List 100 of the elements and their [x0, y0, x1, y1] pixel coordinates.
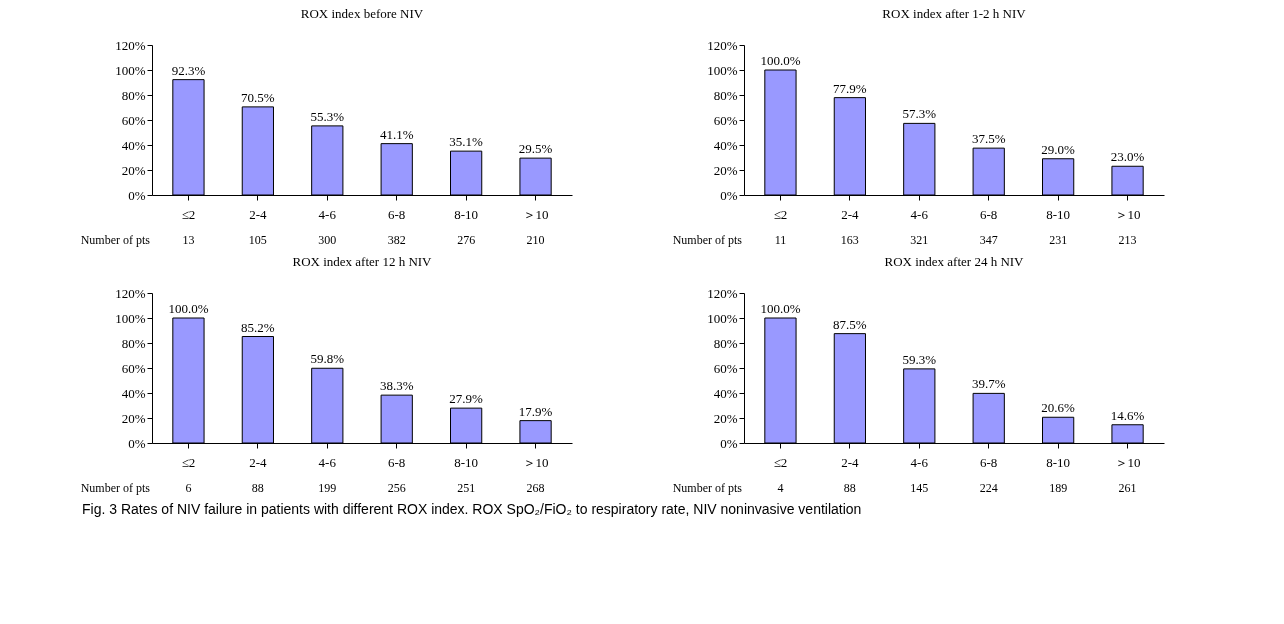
- x-tick-label: 4-6: [910, 206, 929, 222]
- text: 4: [777, 481, 784, 495]
- y-tick-label: 40%: [713, 137, 738, 153]
- y-tick-label: 0%: [128, 187, 146, 203]
- x-tick-label: 2-4: [841, 454, 860, 470]
- data-label: 37.5%: [971, 131, 1006, 147]
- x-tick-label: ＞10: [522, 206, 549, 222]
- text: 199: [318, 481, 337, 495]
- y-tick-label: 60%: [713, 360, 738, 376]
- text: 88: [251, 481, 264, 495]
- data-label: 59.3%: [902, 351, 937, 367]
- caption: Fig. 3 Rates of NIV failure in patients with different ROX index. ROX SpO₂/FiO₂ to respiratory rate, NIV noninvasive ventilation: [82, 501, 862, 517]
- y-tick-label: 80%: [121, 335, 146, 351]
- y-tick-label: 20%: [713, 162, 738, 178]
- y-tick-label: 100%: [707, 310, 738, 326]
- data-label: 27.9%: [449, 391, 484, 407]
- x-tick-label: ≤2: [181, 206, 196, 222]
- y-tick-label: 40%: [121, 385, 146, 401]
- text: 256: [387, 481, 406, 495]
- text: 210: [526, 233, 545, 247]
- x-tick-label: 6-8: [980, 454, 998, 470]
- x-tick-label: ≤2: [773, 454, 788, 470]
- y-tick-label: 100%: [115, 310, 146, 326]
- chart-title: ROX index after 12 h NIV: [292, 254, 433, 269]
- y-tick-label: 0%: [720, 435, 738, 451]
- x-tick-label: 8-10: [454, 206, 479, 222]
- y-tick-label: 20%: [713, 410, 738, 426]
- y-tick-label: 100%: [115, 62, 146, 78]
- text: 6: [185, 481, 192, 495]
- data-label: 38.3%: [379, 378, 414, 394]
- x-tick-label: ≤2: [181, 454, 196, 470]
- y-tick-label: 100%: [707, 62, 738, 78]
- text: 88: [843, 481, 856, 495]
- data-label: 100.0%: [760, 53, 801, 68]
- text: 300: [318, 233, 337, 247]
- data-label: 41.1%: [379, 126, 414, 142]
- y-tick-label: 60%: [121, 360, 146, 376]
- text: 145: [910, 481, 929, 495]
- text: Number of pts: [80, 481, 151, 495]
- data-label: 23.0%: [1110, 149, 1145, 165]
- data-label: 29.5%: [518, 141, 553, 157]
- text: 231: [1049, 233, 1068, 247]
- y-tick-label: 0%: [720, 187, 738, 203]
- text: 276: [457, 233, 476, 247]
- x-tick-label: ＞10: [1114, 454, 1141, 470]
- x-tick-label: ≤2: [773, 206, 788, 222]
- text: 382: [387, 233, 406, 247]
- text: 11: [774, 233, 787, 247]
- y-tick-label: 40%: [121, 137, 146, 153]
- text: Number of pts: [672, 481, 743, 495]
- x-tick-label: 8-10: [1046, 206, 1071, 222]
- data-label: 17.9%: [518, 403, 553, 419]
- x-tick-label: 4-6: [910, 454, 929, 470]
- x-tick-label: 6-8: [980, 206, 998, 222]
- chart-title: ROX index after 1-2 h NIV: [882, 6, 1027, 21]
- data-label: 59.8%: [310, 351, 345, 367]
- text: 105: [248, 233, 267, 247]
- y-tick-label: 0%: [128, 435, 146, 451]
- data-label: 14.6%: [1110, 407, 1145, 423]
- y-tick-label: 120%: [115, 285, 146, 301]
- text: 251: [457, 481, 476, 495]
- y-tick-label: 120%: [707, 37, 738, 53]
- data-label: 100.0%: [168, 301, 209, 316]
- data-label: 70.5%: [241, 89, 275, 105]
- data-label: 35.1%: [449, 134, 484, 150]
- x-tick-label: 4-6: [318, 206, 337, 222]
- text: 189: [1049, 481, 1068, 495]
- x-tick-label: 6-8: [388, 454, 406, 470]
- data-label: 20.6%: [1041, 400, 1076, 416]
- data-label: 57.3%: [902, 106, 937, 122]
- data-label: 55.3%: [310, 108, 345, 124]
- y-tick-label: 80%: [713, 87, 738, 103]
- data-label: 77.9%: [833, 80, 867, 96]
- data-label: 85.2%: [241, 319, 275, 335]
- y-tick-label: 80%: [713, 335, 738, 351]
- data-label: 39.7%: [971, 376, 1006, 392]
- chart-title: ROX index before NIV: [300, 6, 424, 21]
- text: Number of pts: [672, 233, 743, 247]
- x-tick-label: 4-6: [318, 454, 337, 470]
- text: Number of pts: [80, 233, 151, 247]
- text: 347: [979, 233, 998, 247]
- x-tick-label: 2-4: [841, 206, 860, 222]
- x-tick-label: 2-4: [249, 454, 268, 470]
- y-tick-label: 120%: [115, 37, 146, 53]
- y-tick-label: 60%: [713, 112, 738, 128]
- text: 224: [979, 481, 998, 495]
- data-label: 92.3%: [171, 62, 206, 78]
- text: 213: [1118, 233, 1137, 247]
- x-tick-label: ＞10: [522, 454, 549, 470]
- x-tick-label: 2-4: [249, 206, 268, 222]
- y-tick-label: 60%: [121, 112, 146, 128]
- x-tick-label: 8-10: [1046, 454, 1071, 470]
- x-tick-label: ＞10: [1114, 206, 1141, 222]
- text: 321: [910, 233, 929, 247]
- x-tick-label: 8-10: [454, 454, 479, 470]
- chart-title: ROX index after 24 h NIV: [884, 254, 1025, 269]
- y-tick-label: 40%: [713, 385, 738, 401]
- y-tick-label: 120%: [707, 285, 738, 301]
- y-tick-label: 80%: [121, 87, 146, 103]
- data-label: 87.5%: [833, 316, 867, 332]
